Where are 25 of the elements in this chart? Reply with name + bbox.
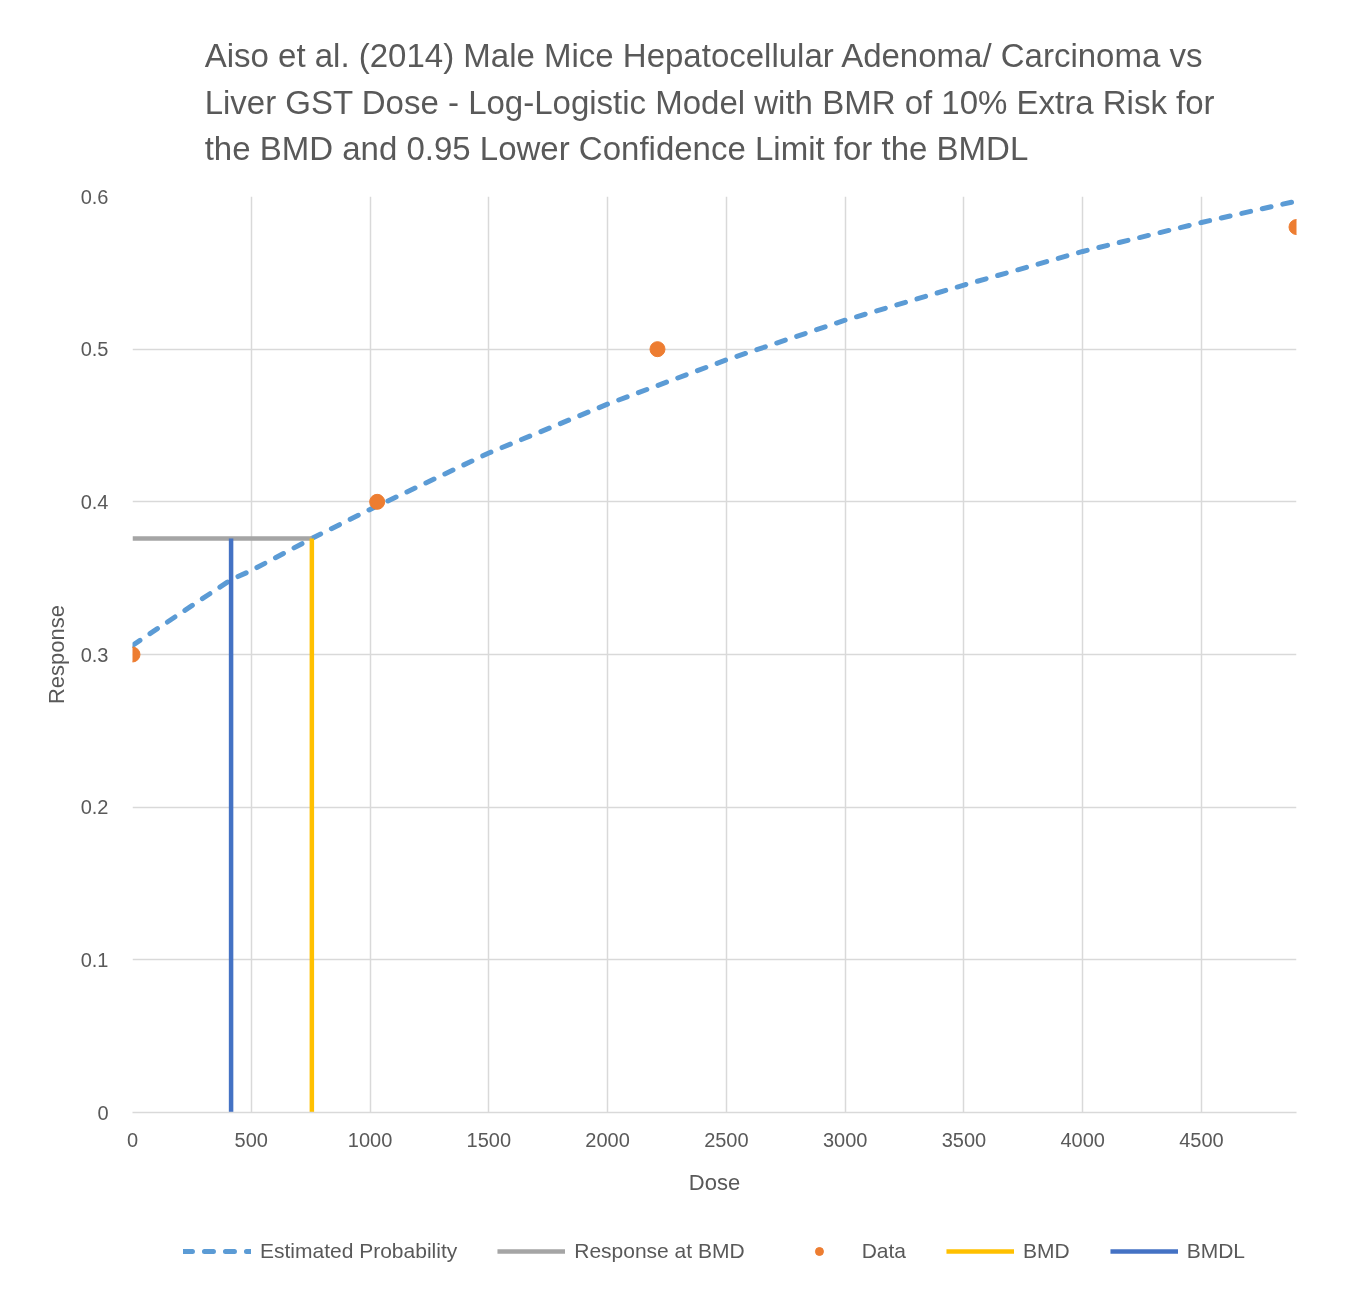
- x-tick-label: 3500: [941, 1128, 987, 1151]
- y-tick-label: 0: [97, 1101, 109, 1124]
- x-tick-label: 1000: [347, 1128, 393, 1151]
- legend-label: Data: [861, 1239, 907, 1263]
- y-tick-label: 0.2: [80, 796, 109, 819]
- x-tick-label: 1500: [466, 1128, 512, 1151]
- x-tick-label: 2000: [585, 1128, 630, 1151]
- x-tick-label: 4500: [1179, 1128, 1224, 1151]
- y-tick-label: 0.3: [80, 643, 109, 666]
- x-tick-label: 4000: [1060, 1128, 1105, 1151]
- legend-label: BMDL: [1186, 1239, 1246, 1263]
- x-tick-label: 500: [234, 1128, 268, 1151]
- chart-title: Aiso et al. (2014) Male Mice Hepatocellular Adenoma/ Carcinoma vs Liver GST Dose - Log-Logistic Model with BMR of 10% Extra Risk for the BMD and 0.95 Lower Confidence Limit for the BMDL: [204, 37, 1215, 168]
- legend-label: Response at BMD: [574, 1239, 745, 1263]
- y-tick-label: 0.6: [80, 185, 109, 208]
- legend-label: Estimated Probability: [259, 1239, 458, 1263]
- y-tick-label: 0.4: [80, 490, 109, 513]
- x-axis-title: Dose: [688, 1169, 741, 1195]
- y-tick-label: 0.5: [80, 338, 109, 361]
- legend-label: BMD: [1023, 1239, 1070, 1263]
- y-tick-label: 0.1: [80, 948, 109, 971]
- x-tick-label: 2500: [704, 1128, 749, 1151]
- y-axis-title: Response: [43, 604, 69, 705]
- x-tick-label: 0: [126, 1128, 139, 1151]
- x-tick-label: 3000: [822, 1128, 868, 1151]
